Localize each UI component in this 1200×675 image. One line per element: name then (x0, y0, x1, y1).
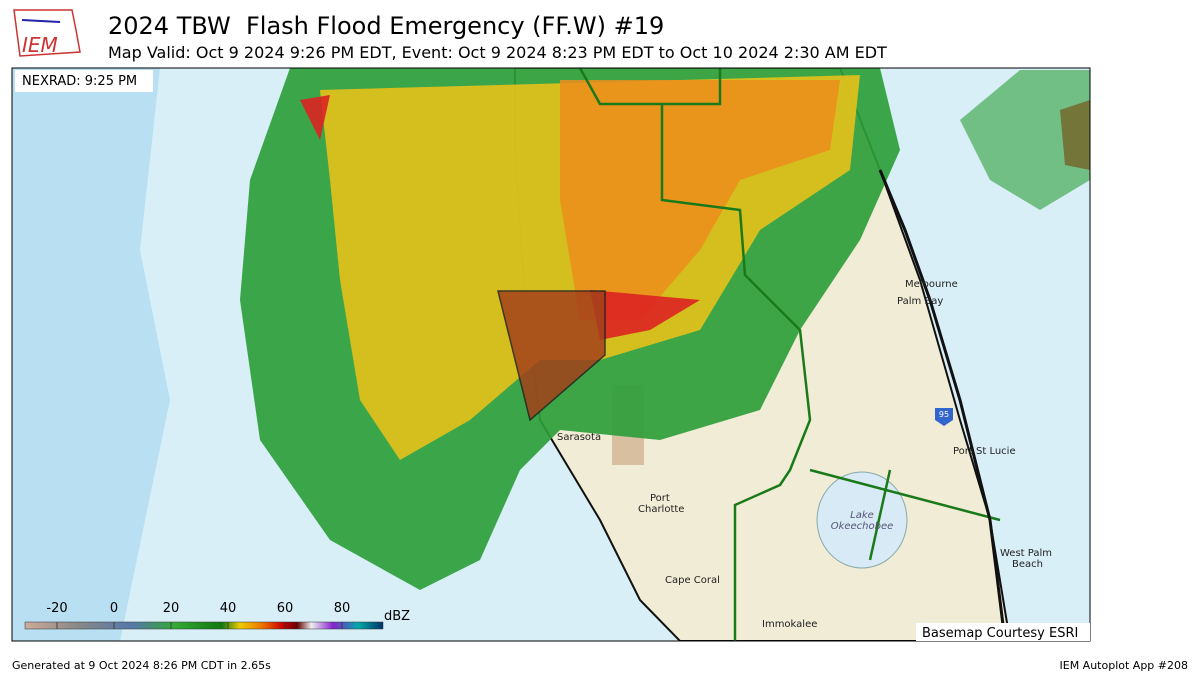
colorbar-tick-label: -20 (46, 601, 67, 616)
place-label: Immokalee (762, 619, 817, 630)
colorbar: dBZ -20 0 20 40 60 80 (24, 601, 410, 630)
footer-app: IEM Autoplot App #208 (1060, 659, 1189, 672)
place-label: Melbourne (905, 279, 958, 290)
radar-time: NEXRAD: 9:25 PM (22, 74, 137, 89)
county-lines (578, 68, 1001, 641)
highway-shield (935, 408, 953, 426)
highway-label: 95 (939, 410, 949, 419)
place-label: Palm Bay (897, 296, 943, 307)
radar-time-box (15, 70, 153, 92)
place-label: Okeechobee (831, 521, 894, 532)
place-label: Cape Coral (665, 575, 720, 586)
radar-east (960, 70, 1090, 210)
credit-box (916, 623, 1090, 641)
place-label: Charlotte (638, 504, 684, 515)
radar-orange (560, 80, 840, 320)
colorbar-tick-label: 60 (277, 601, 294, 616)
warning-polygon (497, 290, 606, 422)
coastline (878, 169, 1007, 641)
colorbar-tick-label: 0 (110, 601, 118, 616)
place-label: West Palm (1000, 548, 1052, 559)
map: 95 Melbourne Palm Bay Sarasota Port Char… (12, 68, 1090, 641)
subtitle: Map Valid: Oct 9 2024 9:26 PM EDT, Event… (108, 43, 887, 62)
place-label: Port (650, 493, 670, 504)
logo: IEM (13, 9, 81, 57)
map-frame (11, 67, 1091, 642)
basemap-credit: Basemap Courtesy ESRI (922, 626, 1078, 641)
colorbar-scale (24, 621, 384, 630)
place-label: Port St Lucie (953, 446, 1016, 457)
colorbar-tick-label: 80 (334, 601, 351, 616)
colorbar-tick-label: 40 (220, 601, 237, 616)
title: 2024 TBW Flash Flood Emergency (FF.W) #1… (108, 12, 664, 40)
footer-generated: Generated at 9 Oct 2024 8:26 PM CDT in 2… (12, 659, 271, 672)
place-label: Lake (850, 510, 874, 521)
deep-water (12, 68, 170, 641)
colorbar-unit: dBZ (384, 609, 410, 624)
place-label: Beach (1012, 559, 1043, 570)
logo-text: IEM (22, 33, 58, 57)
place-label: Sarasota (557, 432, 601, 443)
colorbar-tick-label: 20 (163, 601, 180, 616)
